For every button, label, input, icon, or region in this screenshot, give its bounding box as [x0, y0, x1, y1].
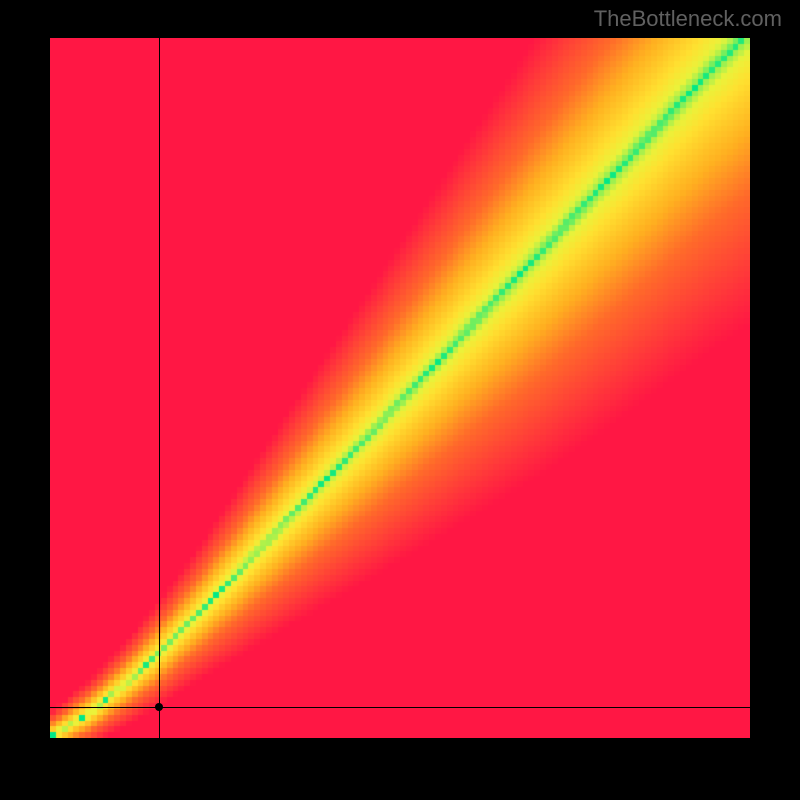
crosshair-vertical [159, 38, 160, 738]
crosshair-marker [155, 703, 163, 711]
chart-area [50, 38, 750, 738]
heatmap-canvas [50, 38, 750, 738]
watermark-text: TheBottleneck.com [594, 6, 782, 32]
